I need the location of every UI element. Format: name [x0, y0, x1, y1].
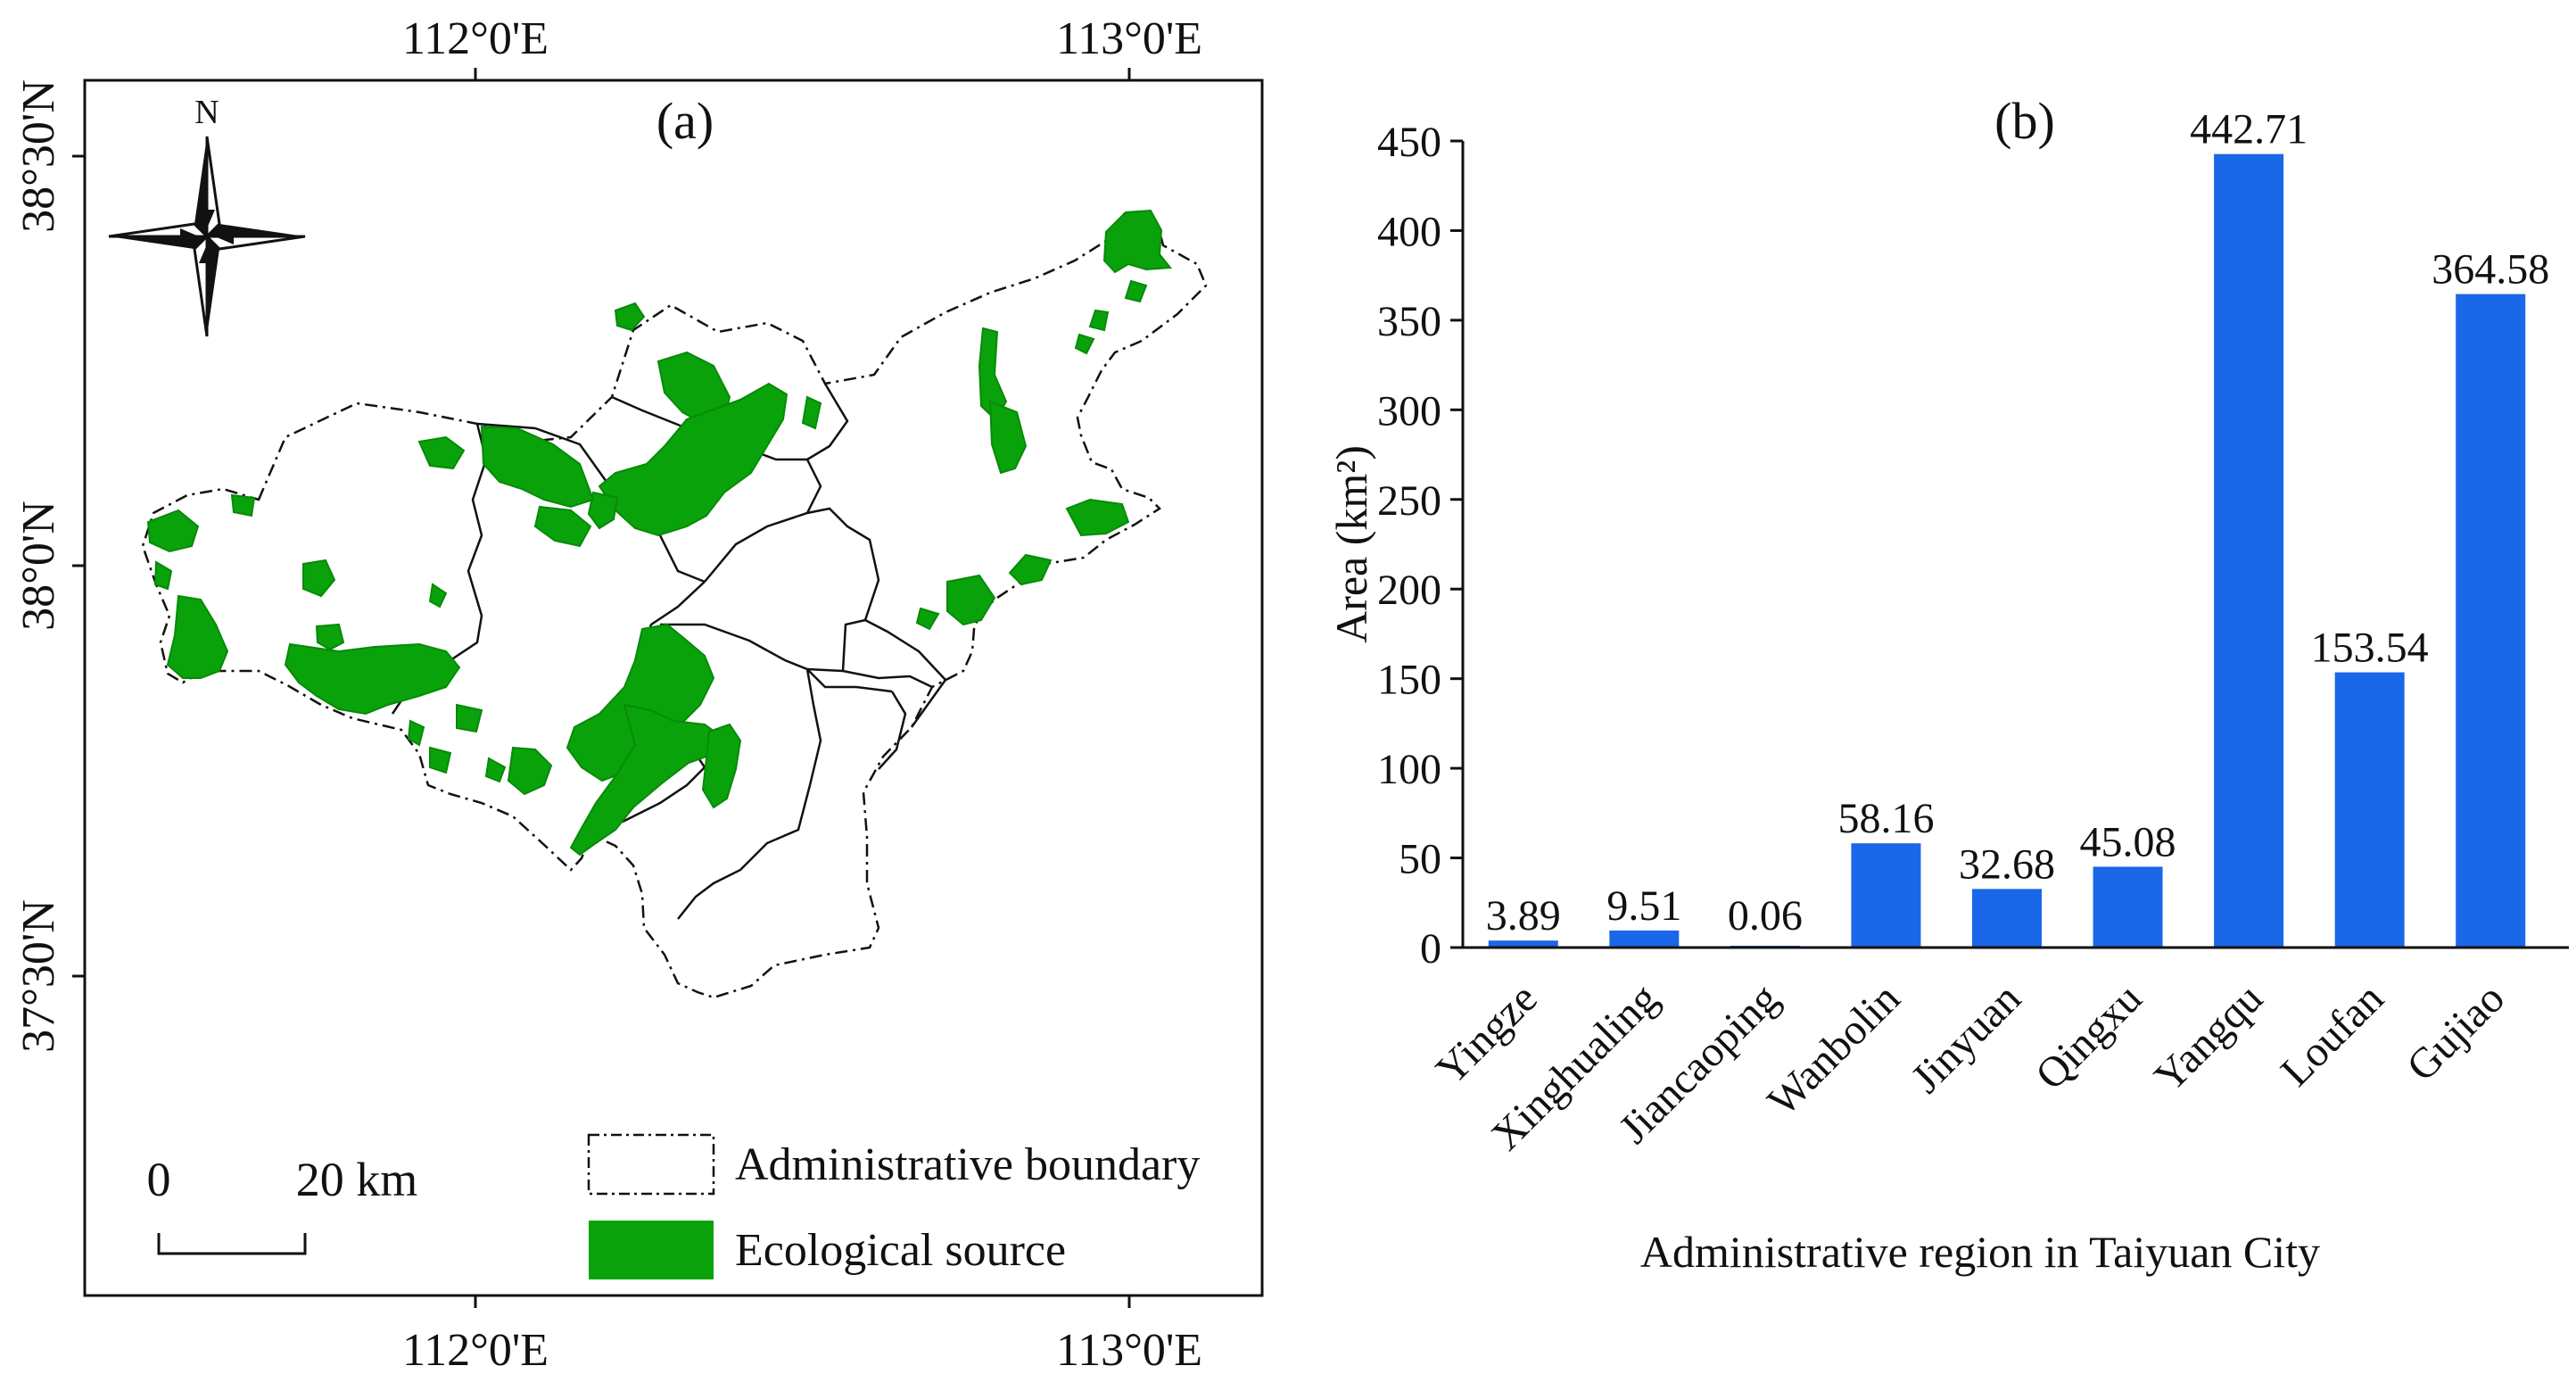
north-arrow-icon	[108, 136, 306, 337]
legend-boundary-swatch	[587, 1133, 715, 1196]
lat-label-37-30: 37°30'N	[13, 899, 64, 1053]
legend-eco-swatch	[589, 1221, 714, 1279]
data-label-gujiao: 364.58	[2432, 246, 2549, 294]
lon-label-top-112: 112°0'E	[402, 13, 549, 64]
legend-boundary-label: Administrative boundary	[735, 1139, 1200, 1190]
legend-admin-boundary: Administrative boundary	[587, 1133, 1200, 1196]
legend-eco-label: Ecological source	[735, 1225, 1066, 1276]
bar-loufan	[2334, 672, 2405, 948]
bar-yangqu	[2214, 153, 2284, 948]
y-tick-label: 150	[1377, 657, 1441, 704]
x-tick-label-qingxu: Qingxu	[2027, 974, 2151, 1098]
bar-qingxu	[2093, 866, 2163, 948]
data-labels: 3.89 9.51 0.06 58.16 32.68 45.08 442.71 153.54 3…	[1486, 106, 2549, 940]
y-axis-label: Area (km²)	[1326, 445, 1376, 643]
y-tick-label: 100	[1377, 746, 1441, 793]
y-tick-label: 50	[1399, 836, 1441, 883]
x-tick-label-jinyuan: Jinyuan	[1903, 974, 2030, 1102]
panel-label-a: (a)	[656, 92, 714, 150]
north-label: N	[194, 94, 219, 131]
x-tick-label-wanbolin: Wanbolin	[1759, 974, 1910, 1125]
scale-bar-end: 20 km	[296, 1153, 418, 1206]
eco-source-patches	[146, 209, 1172, 857]
bar-chart: (b) 0 50 100 150 200 250 300 350 400 450 3.89 9.51…	[1326, 92, 2569, 1277]
bar-series	[1488, 153, 2526, 948]
map-ticks	[72, 68, 1131, 1308]
bar-gujiao	[2456, 294, 2526, 948]
y-tick-label: 300	[1377, 387, 1441, 435]
data-label-yingze: 3.89	[1486, 892, 1561, 940]
x-tick-label-gujiao: Gujiao	[2398, 974, 2514, 1090]
bar-wanbolin	[1851, 843, 1921, 948]
y-tick-label: 250	[1377, 477, 1441, 525]
x-axis-label: Administrative region in Taiyuan City	[1640, 1227, 2320, 1277]
lon-label-top-113: 113°0'E	[1056, 13, 1202, 64]
y-tick-label: 0	[1420, 925, 1441, 973]
admin-outer-boundary	[141, 211, 1208, 999]
panel-label-b: (b)	[1994, 92, 2055, 150]
lat-label-38-30: 38°30'N	[13, 79, 64, 233]
y-tick-label: 400	[1377, 208, 1441, 255]
x-tick-label-yingze: Yingze	[1427, 974, 1547, 1094]
bar-yingze	[1488, 940, 1558, 948]
y-tick-label: 350	[1377, 298, 1441, 345]
data-label-yangqu: 442.71	[2190, 106, 2308, 153]
lon-label-bottom-112: 112°0'E	[402, 1325, 549, 1376]
y-axis-ticks: 0 50 100 150 200 250 300 350 400 450	[1377, 119, 1463, 973]
data-label-jiancaoping: 0.06	[1728, 892, 1803, 940]
x-tick-label-yangqu: Yangqu	[2145, 974, 2272, 1101]
legend-eco-source: Ecological source	[589, 1221, 1066, 1279]
data-label-jinyuan: 32.68	[1959, 840, 2055, 888]
map-panel: 112°0'E 113°0'E 112°0'E 113°0'E 38°30'N …	[13, 13, 1264, 1376]
data-label-wanbolin: 58.16	[1837, 795, 1934, 842]
y-tick-label: 450	[1377, 119, 1441, 166]
bar-xinghualing	[1609, 930, 1680, 948]
data-label-qingxu: 45.08	[2080, 818, 2176, 865]
bar-jinyuan	[1972, 889, 2042, 948]
data-label-loufan: 153.54	[2311, 625, 2429, 672]
scale-bar-start: 0	[147, 1153, 171, 1206]
lon-label-bottom-113: 113°0'E	[1056, 1325, 1202, 1376]
y-tick-label: 200	[1377, 567, 1441, 614]
scale-bar	[157, 1233, 307, 1255]
x-tick-labels: YingzeXinghualingJiancaopingWanbolinJiny…	[1427, 974, 2514, 1159]
x-tick-label-loufan: Loufan	[2272, 974, 2392, 1095]
lat-label-38-00: 38°0'N	[13, 501, 64, 631]
data-label-xinghualing: 9.51	[1606, 882, 1681, 930]
